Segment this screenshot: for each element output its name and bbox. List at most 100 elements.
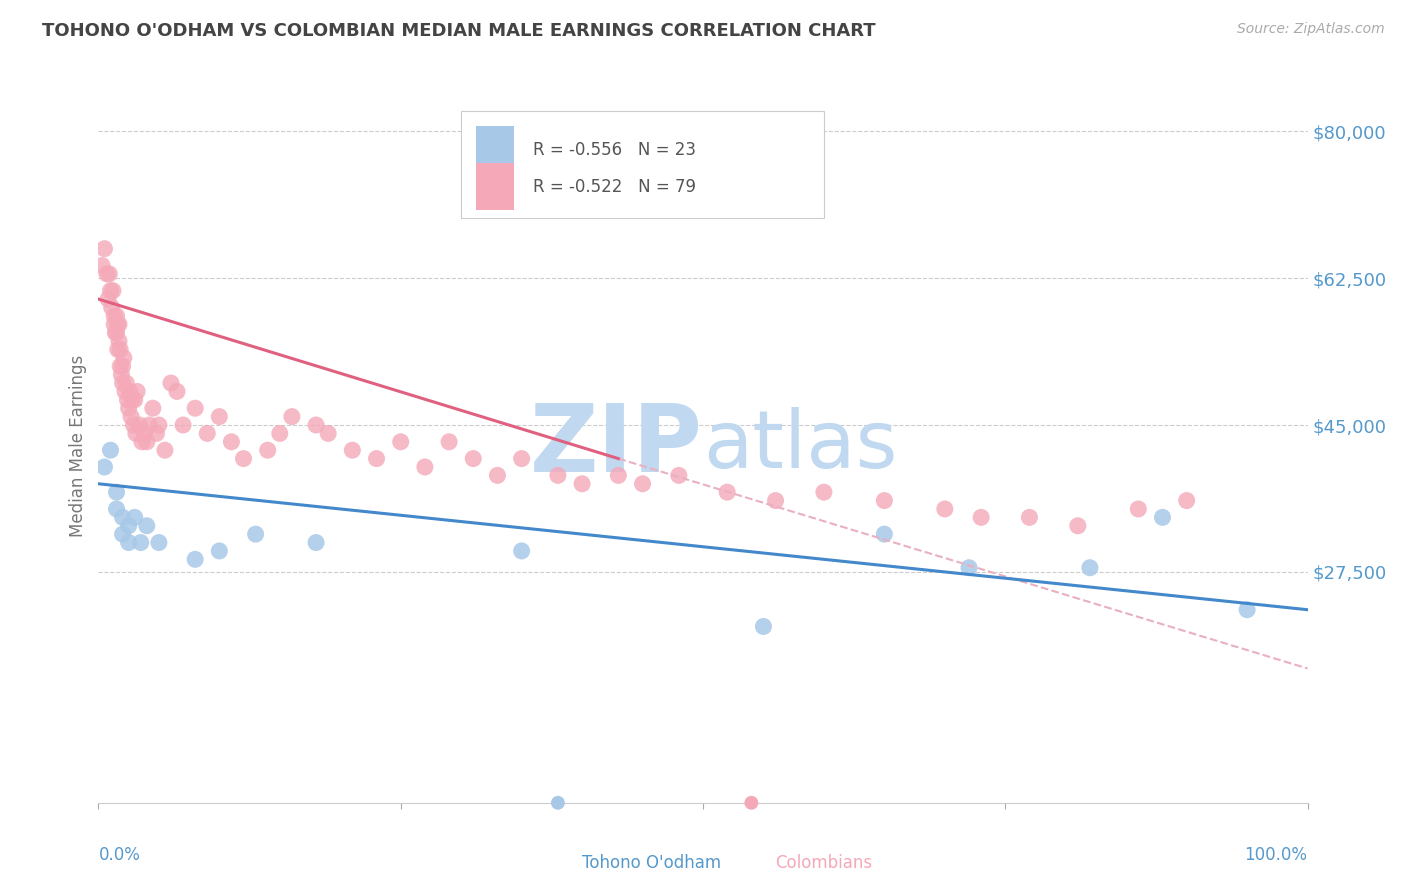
Text: atlas: atlas [703, 407, 897, 485]
Point [172, 417, 194, 432]
Point [105, 326, 128, 340]
Point [100, 301, 122, 315]
Point [413, 460, 436, 475]
Point [96, 267, 118, 281]
Point [510, 544, 533, 558]
Point [547, 796, 569, 810]
Text: 100.0%: 100.0% [1244, 846, 1308, 863]
Point [1236, 603, 1258, 617]
Point [668, 468, 690, 483]
Point [208, 409, 231, 424]
FancyBboxPatch shape [461, 111, 824, 218]
Point [131, 434, 153, 449]
Point [118, 518, 141, 533]
Point [1078, 560, 1101, 574]
Point [111, 527, 134, 541]
Point [93, 460, 115, 475]
Point [135, 434, 157, 449]
Point [281, 409, 304, 424]
Point [108, 334, 131, 348]
Point [124, 510, 146, 524]
Point [103, 318, 125, 332]
Point [752, 619, 775, 633]
Point [1175, 493, 1198, 508]
Point [957, 560, 980, 574]
Point [813, 485, 835, 500]
Point [122, 417, 145, 432]
Point [108, 318, 131, 332]
Text: Colombians: Colombians [776, 855, 873, 872]
Point [245, 527, 267, 541]
Point [118, 384, 141, 399]
Point [148, 417, 170, 432]
Point [366, 451, 388, 466]
Text: R = -0.522   N = 79: R = -0.522 N = 79 [533, 178, 696, 196]
Text: Source: ZipAtlas.com: Source: ZipAtlas.com [1237, 22, 1385, 37]
Text: TOHONO O'ODHAM VS COLOMBIAN MEDIAN MALE EARNINGS CORRELATION CHART: TOHONO O'ODHAM VS COLOMBIAN MEDIAN MALE … [42, 22, 876, 40]
Point [873, 527, 896, 541]
Point [103, 309, 125, 323]
Point [100, 284, 122, 298]
Point [970, 510, 993, 524]
Point [107, 343, 129, 357]
Point [269, 426, 291, 441]
Point [112, 351, 135, 365]
Point [125, 426, 148, 441]
Point [118, 535, 141, 549]
Point [129, 535, 152, 549]
Point [1067, 518, 1090, 533]
Point [135, 518, 157, 533]
Point [111, 510, 134, 524]
Point [105, 502, 128, 516]
Point [316, 426, 339, 441]
Point [121, 392, 143, 407]
Point [184, 552, 207, 566]
Point [97, 292, 120, 306]
Point [128, 417, 150, 432]
Point [571, 476, 593, 491]
Point [765, 493, 787, 508]
Point [1018, 510, 1040, 524]
Point [98, 267, 121, 281]
Point [111, 359, 134, 374]
Point [195, 426, 218, 441]
Point [105, 309, 128, 323]
Point [110, 368, 132, 382]
Point [437, 434, 460, 449]
Point [104, 326, 127, 340]
Point [166, 384, 188, 399]
Point [107, 318, 129, 332]
Text: Tohono O'odham: Tohono O'odham [582, 855, 721, 872]
Point [740, 796, 762, 810]
Point [101, 284, 124, 298]
Point [1152, 510, 1174, 524]
Point [127, 384, 149, 399]
Point [117, 392, 139, 407]
Point [108, 359, 131, 374]
Point [120, 409, 142, 424]
Point [142, 401, 165, 416]
Point [607, 468, 630, 483]
Point [934, 502, 956, 516]
Point [486, 468, 509, 483]
Point [160, 376, 183, 390]
Point [111, 376, 134, 390]
Point [91, 259, 114, 273]
Point [114, 384, 136, 399]
Text: 0.0%: 0.0% [98, 846, 141, 863]
Point [138, 417, 160, 432]
Point [305, 417, 328, 432]
Point [100, 443, 122, 458]
Point [153, 443, 176, 458]
Text: ZIP: ZIP [530, 400, 703, 492]
Point [134, 426, 156, 441]
Point [108, 343, 131, 357]
Point [305, 535, 328, 549]
Point [115, 376, 138, 390]
Point [232, 451, 254, 466]
Point [105, 485, 128, 500]
Point [124, 392, 146, 407]
Point [118, 401, 141, 416]
Point [716, 485, 738, 500]
Point [510, 451, 533, 466]
